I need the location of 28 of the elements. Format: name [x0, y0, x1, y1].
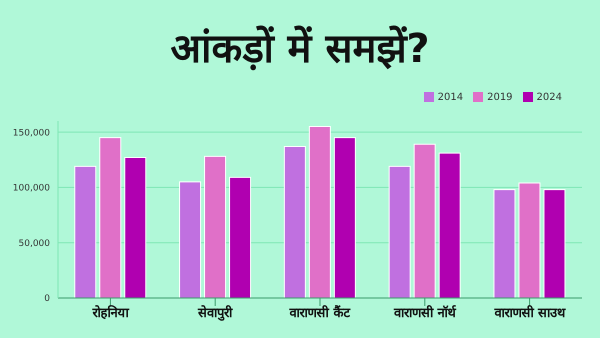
x-tick-label: वाराणसी साउथ — [493, 305, 566, 322]
bar — [438, 152, 461, 298]
y-tick-label: 50,000 — [18, 238, 50, 249]
legend-label: 2014 — [438, 92, 464, 103]
bar — [334, 137, 356, 298]
bar — [543, 189, 566, 298]
chart-title: आंकड़ों में समझें? — [169, 24, 431, 74]
bar — [74, 166, 96, 298]
legend-label: 2024 — [536, 92, 562, 103]
bar — [179, 181, 202, 298]
bar — [99, 137, 122, 298]
bar — [493, 189, 516, 298]
bar — [388, 166, 411, 298]
bar — [204, 156, 226, 298]
y-tick-label: 100,000 — [12, 184, 50, 194]
bar — [518, 182, 540, 298]
y-tick-label: 0 — [44, 294, 50, 304]
x-tick-label: वाराणसी नॉर्थ — [393, 305, 457, 322]
x-tick-label: वाराणसी कैंट — [288, 305, 350, 322]
bar — [308, 126, 331, 298]
bar — [229, 176, 252, 298]
legend-label: 2019 — [487, 92, 513, 103]
bar — [284, 146, 306, 298]
bar — [124, 157, 146, 298]
x-tick-label: सेवापुरी — [197, 305, 234, 322]
x-tick-label: रोहनिया — [91, 305, 130, 322]
y-tick-label: 150,000 — [12, 128, 50, 138]
bar — [414, 144, 436, 298]
